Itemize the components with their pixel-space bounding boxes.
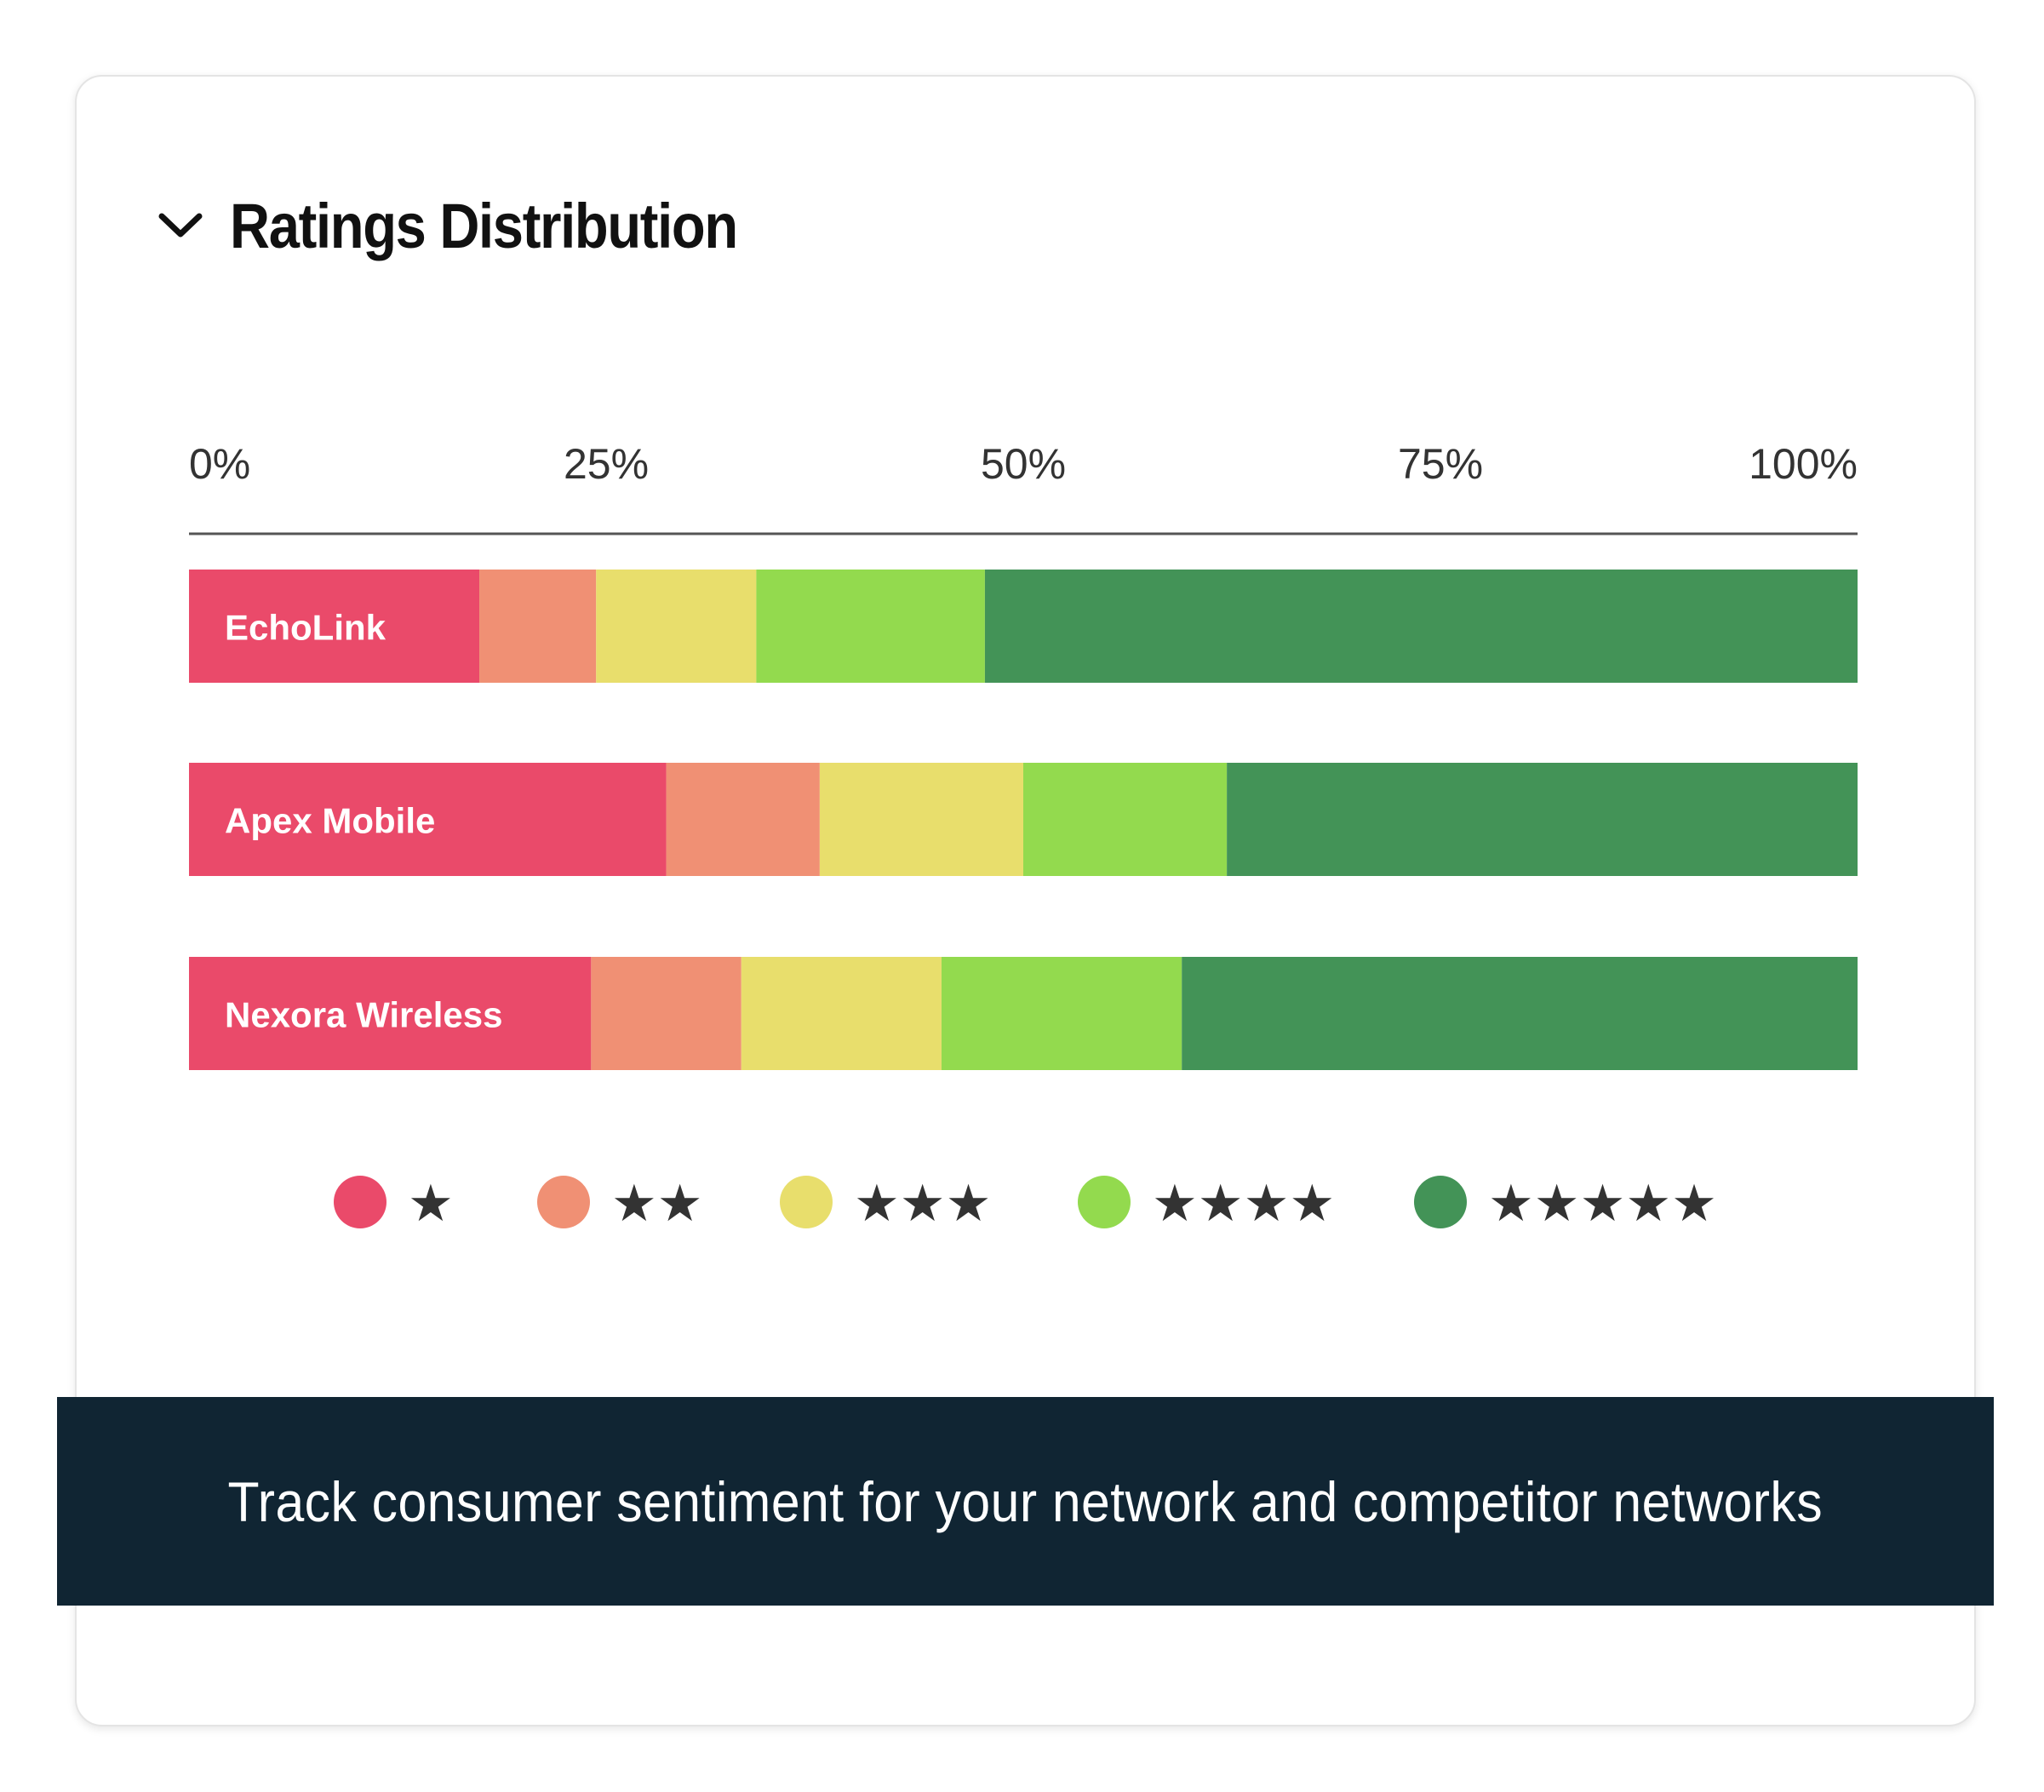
legend-label: ★★★★ xyxy=(1152,1174,1335,1234)
bar-segment xyxy=(479,570,597,683)
bar-category-label: EchoLink xyxy=(225,608,386,648)
bar-category-label: Nexora Wireless xyxy=(225,995,502,1035)
legend-label: ★★★★★ xyxy=(1488,1174,1717,1234)
legend-swatch xyxy=(1078,1176,1131,1228)
legend-swatch xyxy=(334,1176,386,1228)
bar-segment xyxy=(819,763,1023,876)
banner-text: Track consumer sentiment for your networ… xyxy=(227,1469,1824,1533)
x-tick-label: 25% xyxy=(564,440,649,488)
bar-segment xyxy=(984,570,1858,683)
legend-swatch xyxy=(537,1176,590,1228)
bar-segment xyxy=(1227,763,1858,876)
bar-segment xyxy=(596,570,757,683)
page-title: Ratings Distribution xyxy=(230,190,738,261)
x-tick-label: 50% xyxy=(981,440,1066,488)
legend-swatch xyxy=(780,1176,833,1228)
x-tick-label: 75% xyxy=(1398,440,1483,488)
legend-label: ★★ xyxy=(611,1174,703,1234)
bar-segment xyxy=(189,763,667,876)
bar-segment xyxy=(591,957,741,1070)
legend-swatch xyxy=(1414,1176,1467,1228)
x-tick-label: 0% xyxy=(189,440,250,488)
bar-segment xyxy=(189,957,592,1070)
legend-label: ★ xyxy=(408,1174,454,1234)
bar-segment xyxy=(189,570,480,683)
section-header: Ratings Distribution xyxy=(155,179,806,272)
legend-label: ★★★ xyxy=(854,1174,991,1234)
bar-segment xyxy=(666,763,820,876)
bar-segment xyxy=(741,957,942,1070)
x-tick-label: 100% xyxy=(1749,440,1858,488)
bar-segment xyxy=(756,570,985,683)
chevron-down-icon[interactable] xyxy=(155,200,206,251)
bar-category-label: Apex Mobile xyxy=(225,801,435,841)
bar-segment xyxy=(941,957,1182,1070)
bar-segment xyxy=(1182,957,1858,1070)
bar-segment xyxy=(1023,763,1228,876)
info-banner: Track consumer sentiment for your networ… xyxy=(57,1397,1994,1606)
